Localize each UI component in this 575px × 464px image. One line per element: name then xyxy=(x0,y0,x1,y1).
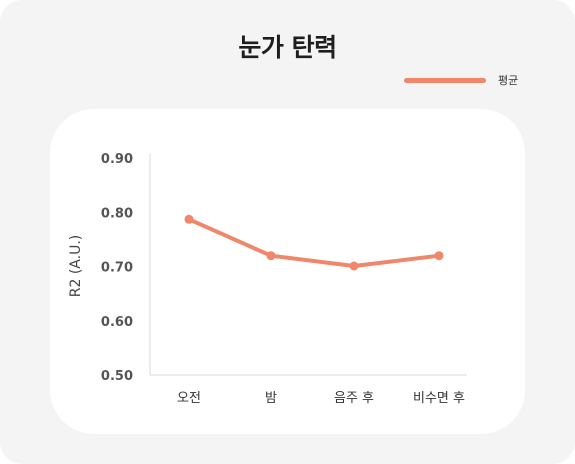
y-tick-label: 0.60 xyxy=(101,315,133,330)
legend-swatch xyxy=(404,77,486,83)
data-point xyxy=(184,214,194,224)
y-tick-label: 0.80 xyxy=(101,206,133,221)
x-tick-label: 음주 후 xyxy=(334,391,374,406)
chart-title: 눈가 탄력 xyxy=(238,33,337,62)
x-tick-label: 비수면 후 xyxy=(413,391,465,406)
y-axis-label: R2 (A.U.) xyxy=(68,235,84,298)
legend-label: 평균 xyxy=(498,74,519,87)
y-tick-label: 0.70 xyxy=(101,261,133,276)
legend: 평균 xyxy=(404,72,518,88)
x-tick-label: 밤 xyxy=(265,391,277,406)
data-point xyxy=(434,251,444,261)
x-tick-label: 오전 xyxy=(177,391,201,406)
plot-card xyxy=(50,109,525,434)
series-average xyxy=(184,214,444,271)
data-point xyxy=(349,261,359,271)
y-tick-labels: 0.90 0.80 0.70 0.60 0.50 xyxy=(101,152,133,384)
data-point xyxy=(266,251,276,261)
y-tick-label: 0.50 xyxy=(101,369,133,384)
y-tick-label: 0.90 xyxy=(101,152,133,167)
series-line xyxy=(187,217,441,268)
x-tick-labels: 오전 밤 음주 후 비수면 후 xyxy=(177,391,465,406)
